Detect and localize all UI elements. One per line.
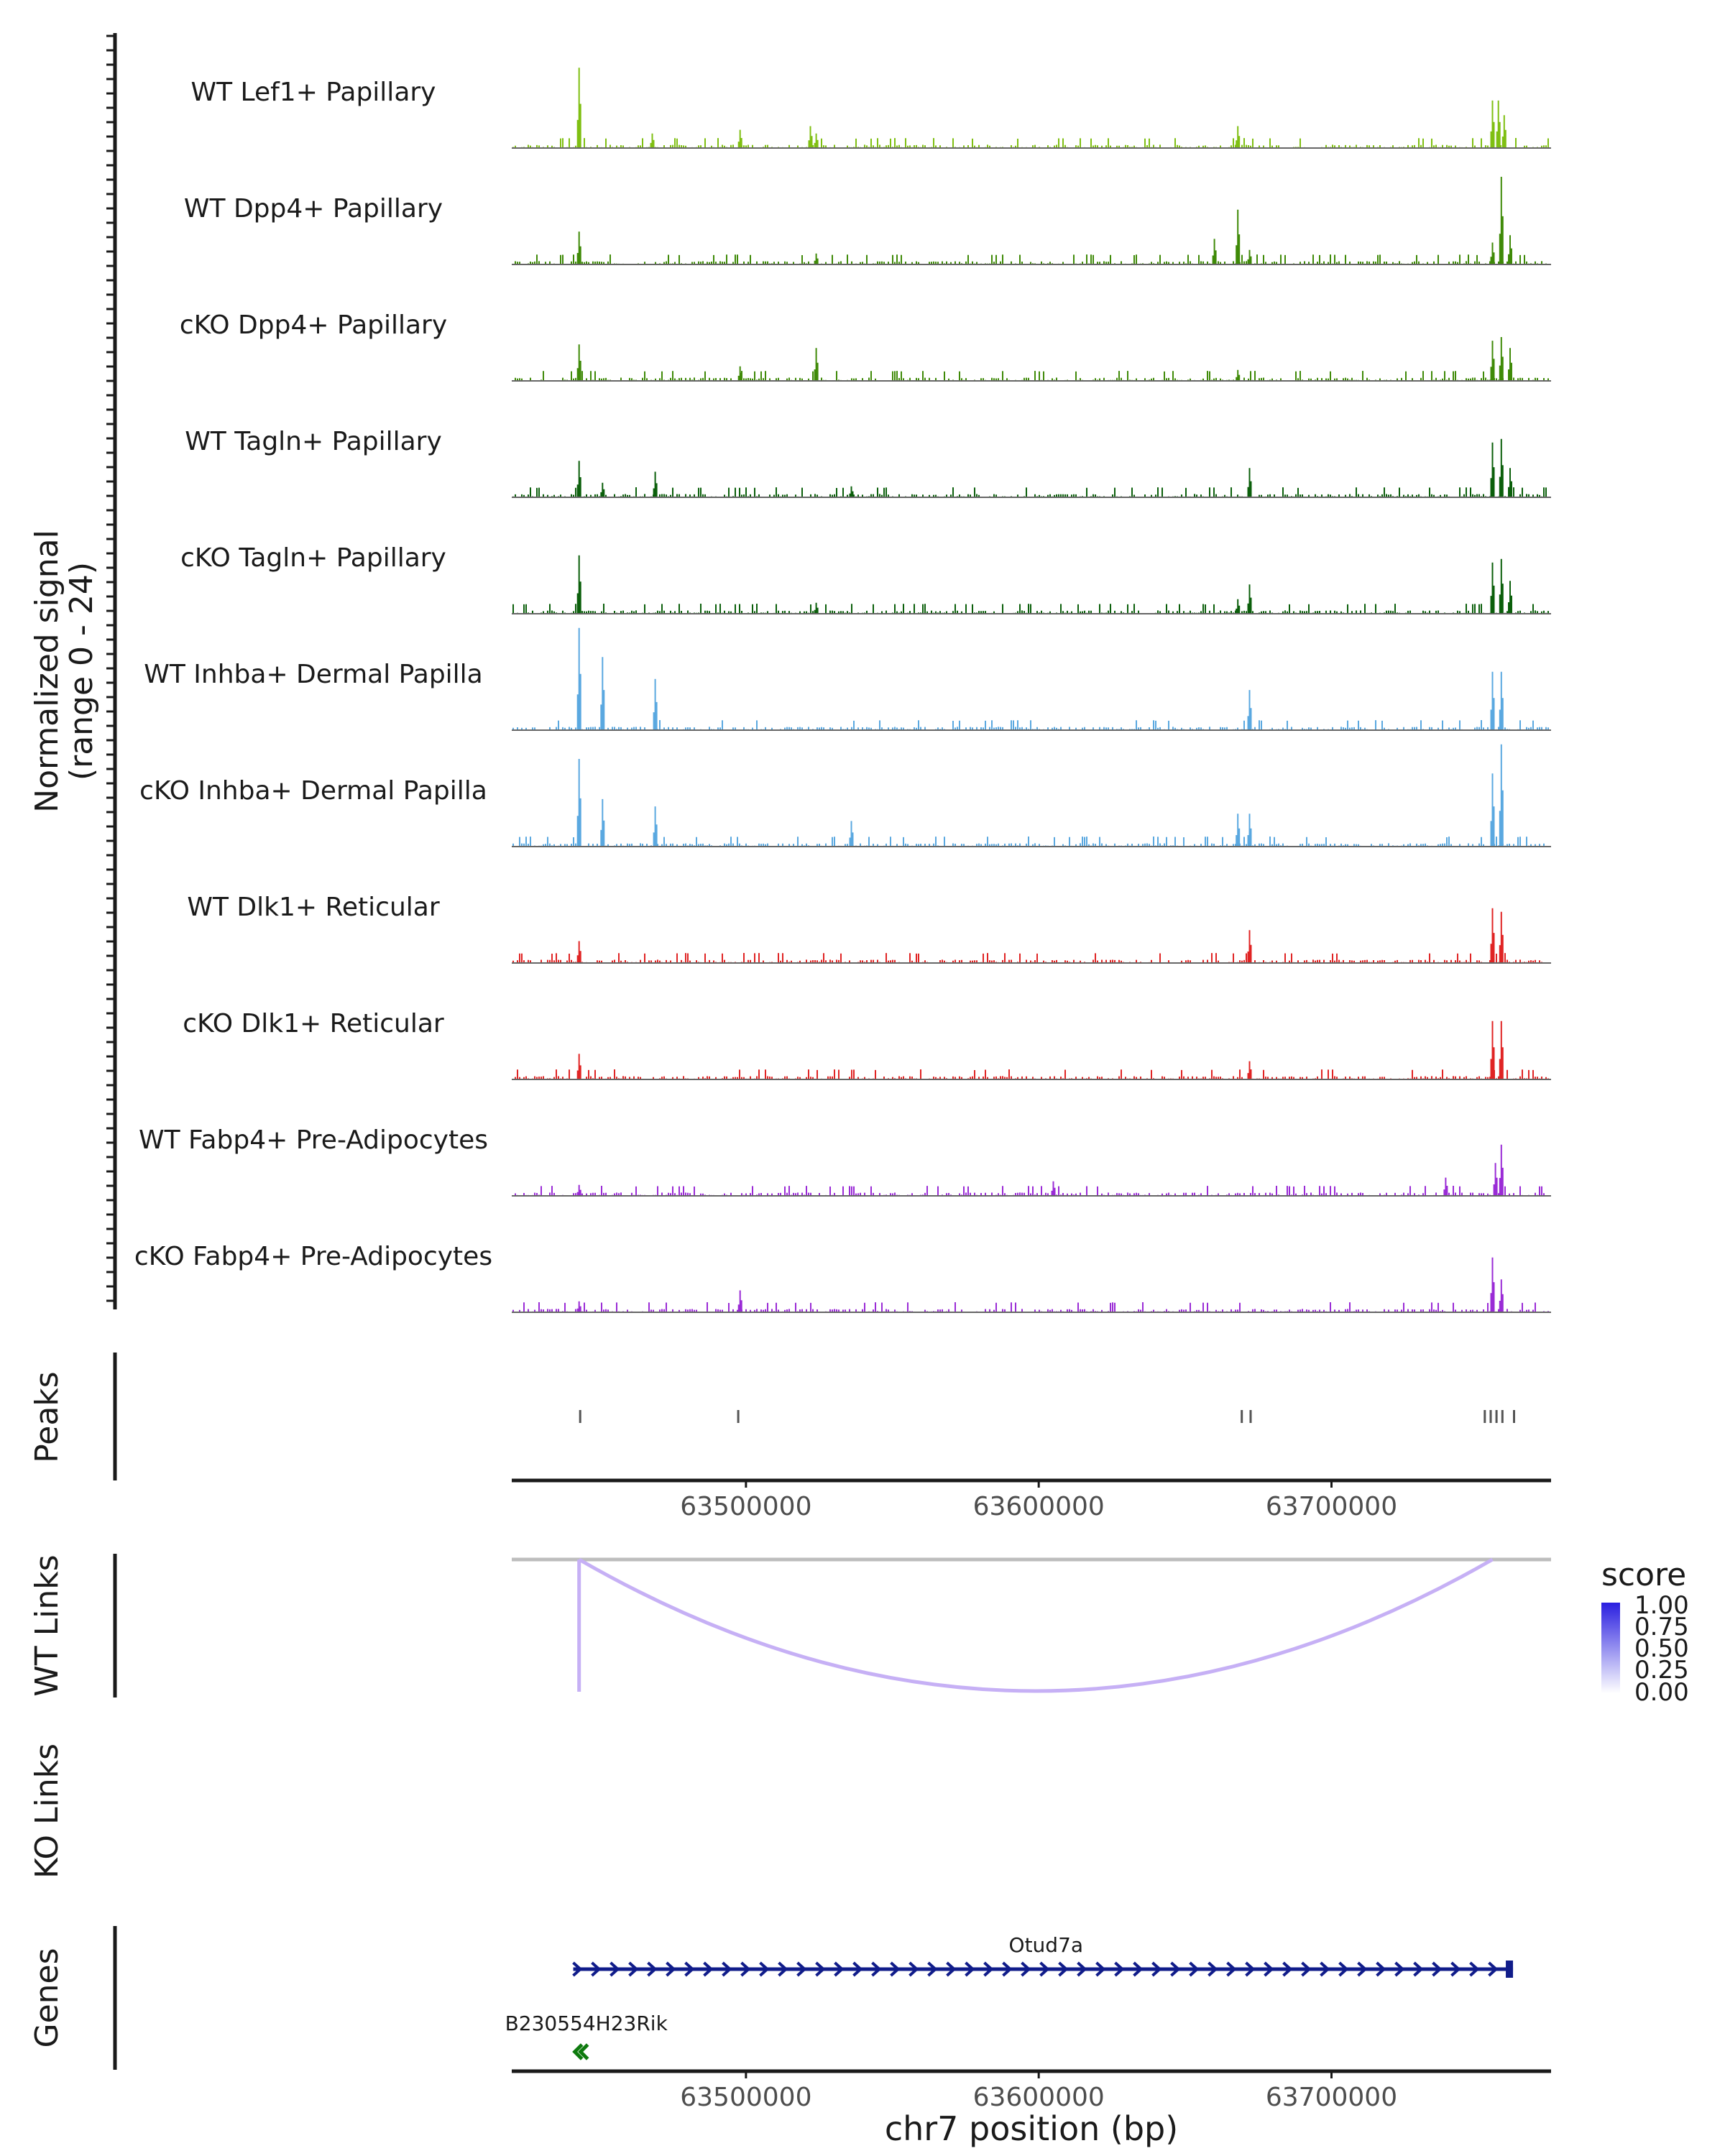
peak-interval [1495,1410,1498,1423]
score-legend-colorbar [1601,1603,1620,1693]
peak-interval [1501,1410,1504,1423]
gene-otud7a: Otud7a [572,1933,1514,1978]
coverage-signal [512,68,1549,148]
coverage-track-wt-fabp4: WT Fabp4+ Pre-Adipocytes [139,1125,1551,1197]
track-label: cKO Tagln+ Papillary [180,543,446,573]
coverage-track-wt-lef1: WT Lef1+ Papillary [191,68,1551,149]
gene-strand-arrows [572,2043,589,2060]
genes-label: Genes [29,1948,65,2047]
x-tick-label: 63700000 [1266,2083,1397,2112]
x-tick-label: 63600000 [973,2083,1105,2112]
score-legend-break: 1.00 [1634,1591,1689,1620]
coverage-signal [512,337,1549,381]
track-label: WT Dpp4+ Papillary [184,194,443,224]
coverage-signal [512,1257,1549,1312]
coverage-track-cko-dlk1: cKO Dlk1+ Reticular [183,1009,1551,1080]
coverage-signal [512,744,1549,847]
coverage-track-wt-inhba: WT Inhba+ Dermal Papilla [144,627,1551,731]
ko-links-label: KO Links [29,1743,65,1879]
x-tick-label: 63500000 [680,1492,811,1521]
peak-interval [1513,1410,1515,1423]
wt-links-label: WT Links [29,1554,65,1696]
x-axis-title: chr7 position (bp) [885,2109,1178,2148]
coverage-signal [512,177,1547,264]
peak-interval [1484,1410,1486,1423]
coverage-signal [512,1144,1549,1196]
coverage-track-cko-fabp4: cKO Fabp4+ Pre-Adipocytes [134,1242,1551,1313]
coverage-y-ticks [106,34,115,1302]
peak-interval [1249,1410,1252,1423]
coverage-ylabel-line1: Normalized signal [29,530,65,813]
coverage-signal [512,438,1549,497]
score-legend-break: 0.25 [1634,1656,1689,1685]
peak-interval [1241,1410,1243,1423]
gene-exon [1506,1961,1514,1978]
peak-intervals [579,1410,1515,1423]
coverage-track-cko-dpp4: cKO Dpp4+ Papillary [180,310,1551,382]
link-arc [578,1557,1494,1693]
peak-interval [579,1410,581,1423]
gene-b230554h23rik: B230554H23Rik [505,2012,668,2060]
peaks-label: Peaks [29,1371,65,1462]
track-label: WT Lef1+ Papillary [191,78,436,107]
track-label: cKO Dlk1+ Reticular [183,1009,444,1038]
coverage-track-wt-dlk1: WT Dlk1+ Reticular [187,893,1551,964]
x-axis-top-ticks: 63500000 63600000 63700000 [680,1480,1397,1521]
x-axis-bottom-ticks: 63500000 63600000 63700000 [680,2071,1397,2112]
coverage-track-wt-tagln: WT Tagln+ Papillary [185,427,1551,498]
coverage-signal [512,627,1549,730]
x-tick-label: 63500000 [680,2083,811,2112]
coverage-track-cko-tagln: cKO Tagln+ Papillary [180,543,1551,614]
gene-strand-arrows [572,1961,1499,1977]
peak-interval [737,1410,740,1423]
x-tick-label: 63600000 [973,1492,1105,1521]
track-label: WT Dlk1+ Reticular [187,893,439,922]
coverage-track-wt-dpp4: WT Dpp4+ Papillary [184,177,1551,265]
peak-interval [1489,1410,1492,1423]
score-legend-title: score [1601,1557,1686,1593]
track-label: WT Tagln+ Papillary [185,427,442,456]
coverage-signal [512,555,1549,614]
gene-label: B230554H23Rik [505,2012,668,2035]
score-legend-break: 0.00 [1634,1678,1689,1707]
coverage-track-cko-inhba: cKO Inhba+ Dermal Papilla [139,744,1551,847]
x-tick-label: 63700000 [1266,1492,1397,1521]
track-label: cKO Dpp4+ Papillary [180,310,447,340]
track-label: cKO Fabp4+ Pre-Adipocytes [134,1242,492,1271]
coverage-signal [512,1021,1549,1079]
track-label: cKO Inhba+ Dermal Papilla [139,776,487,806]
track-label: WT Inhba+ Dermal Papilla [144,660,482,689]
score-legend-break: 0.75 [1634,1613,1689,1641]
coverage-signal [512,908,1549,963]
track-label: WT Fabp4+ Pre-Adipocytes [139,1125,488,1155]
score-legend-break: 0.50 [1634,1634,1689,1663]
coverage-ylabel-line2: (range 0 - 24) [63,562,100,780]
gene-label: Otud7a [1009,1933,1084,1957]
